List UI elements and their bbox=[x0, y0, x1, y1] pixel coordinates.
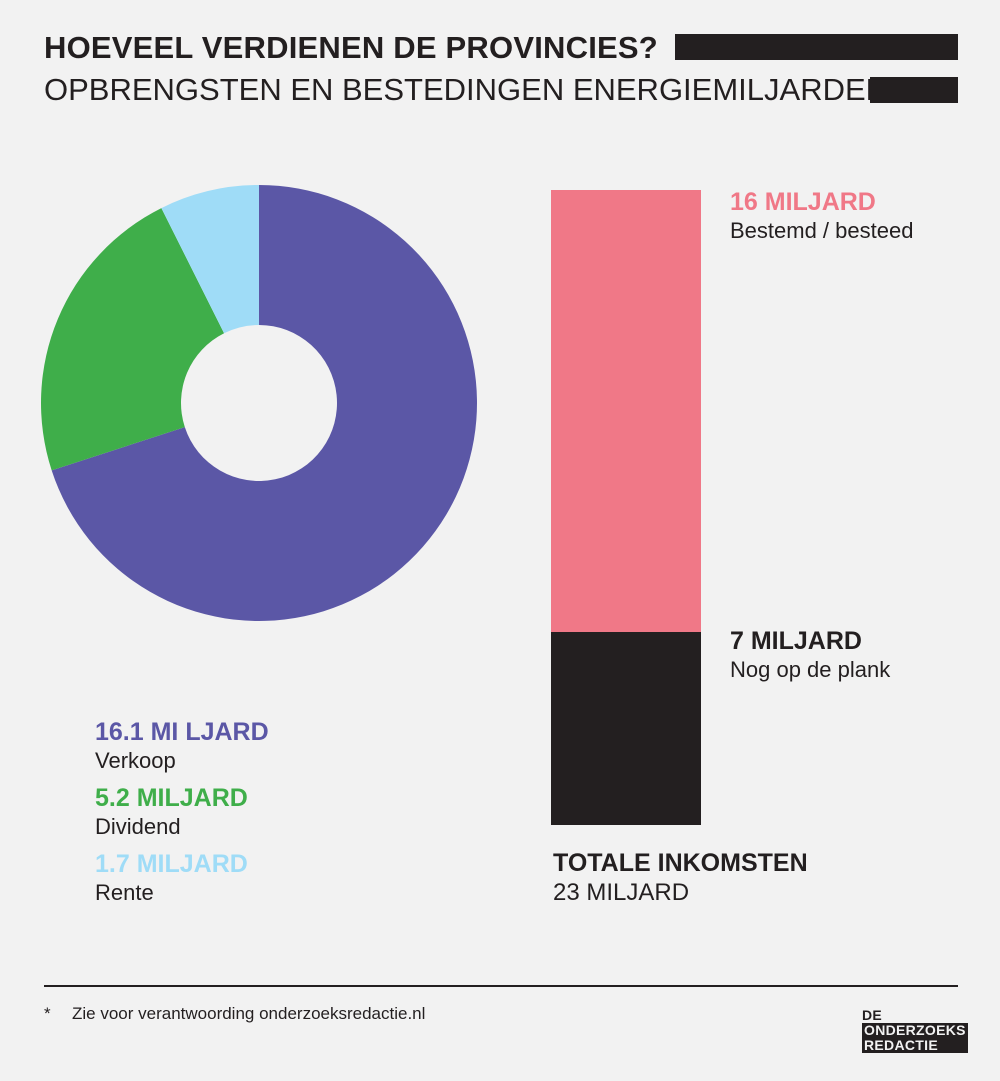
donut-slice-dividend bbox=[41, 208, 225, 471]
legend-label-rente: Rente bbox=[95, 880, 154, 905]
logo-line-1: DE bbox=[862, 1007, 883, 1023]
title-decor-bar bbox=[675, 34, 958, 60]
footnote-mark: * bbox=[44, 1004, 51, 1023]
annotation-bestemd: 16 MILJARD Bestemd / besteed bbox=[730, 187, 913, 245]
annotation-label-bestemd: Bestemd / besteed bbox=[730, 218, 914, 243]
page-title: HOEVEEL VERDIENEN DE PROVINCIES? bbox=[44, 30, 658, 65]
spending-stacked-bar bbox=[551, 190, 701, 825]
footer-divider bbox=[44, 985, 958, 987]
legend-value-verkoop: 16.1 MI LJARD bbox=[95, 718, 269, 746]
legend-item-dividend: 5.2 MILJARD Dividend bbox=[95, 782, 269, 840]
legend-label-dividend: Dividend bbox=[95, 814, 181, 839]
total-title: TOTALE INKOMSTEN bbox=[553, 849, 808, 877]
footnote: * Zie voor verantwoording onderzoeksredac… bbox=[44, 1003, 425, 1025]
bar-segment-plank bbox=[551, 632, 701, 825]
legend-value-rente: 1.7 MILJARD bbox=[95, 850, 248, 878]
annotation-label-plank: Nog op de plank bbox=[730, 657, 891, 682]
page-subtitle: OPBRENGSTEN EN BESTEDINGEN ENERGIEMILJAR… bbox=[44, 72, 901, 107]
brand-logo: DE ONDERZOEKS REDACTIE bbox=[862, 1008, 968, 1053]
donut-slice-verkoop bbox=[51, 185, 477, 621]
subtitle-decor-bar bbox=[870, 77, 958, 103]
donut-legend: 16.1 MI LJARD Verkoop 5.2 MILJARD Divide… bbox=[95, 716, 269, 914]
total-value: 23 MILJARD bbox=[553, 879, 690, 906]
legend-item-verkoop: 16.1 MI LJARD Verkoop bbox=[95, 716, 269, 774]
annotation-value-bestemd: 16 MILJARD bbox=[730, 188, 876, 216]
legend-label-verkoop: Verkoop bbox=[95, 748, 176, 773]
donut-slice-rente bbox=[161, 185, 259, 334]
bar-segment-bestemd bbox=[551, 190, 701, 632]
total-income: TOTALE INKOMSTEN 23 MILJARD bbox=[553, 848, 808, 908]
annotation-value-plank: 7 MILJARD bbox=[730, 627, 862, 655]
legend-value-dividend: 5.2 MILJARD bbox=[95, 784, 248, 812]
legend-item-rente: 1.7 MILJARD Rente bbox=[95, 848, 269, 906]
footnote-text: Zie voor verantwoording onderzoeksredact… bbox=[72, 1004, 426, 1023]
annotation-plank: 7 MILJARD Nog op de plank bbox=[730, 626, 890, 684]
logo-line-2: ONDERZOEKS bbox=[862, 1022, 968, 1038]
income-donut-chart bbox=[41, 185, 477, 621]
logo-line-3: REDACTIE bbox=[862, 1038, 968, 1053]
